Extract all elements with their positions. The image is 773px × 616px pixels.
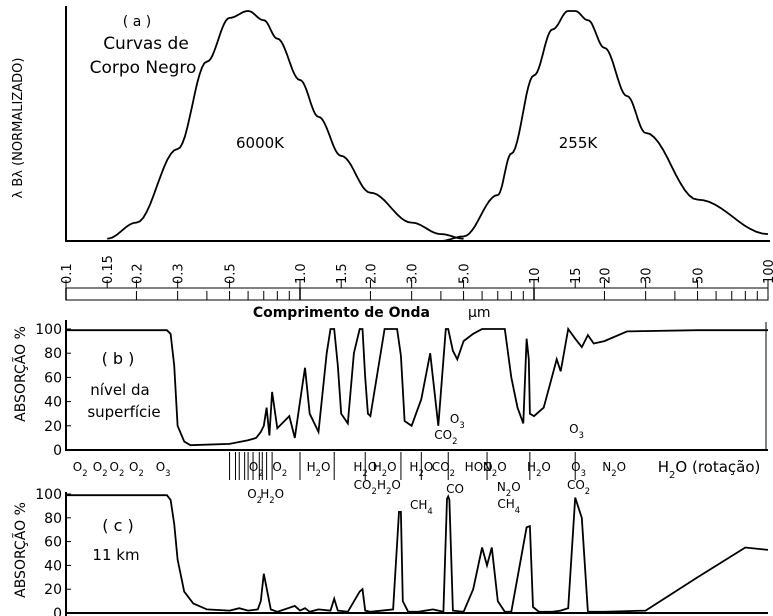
- molecule-label: O2: [247, 487, 262, 505]
- panel-b-note-2: superfície: [87, 403, 160, 421]
- x-tick-label: 5.0: [458, 263, 473, 284]
- panel-b-ylabel: ABSORÇÃO %: [12, 326, 29, 422]
- x-tick-label: 50: [692, 267, 707, 284]
- molecule-label: H2O: [527, 460, 551, 478]
- molecule-label: CH4: [410, 498, 433, 516]
- molecule-label: CO: [446, 482, 464, 496]
- wavelength-tick-labels: 0.1 0.15 0.2 0.3 0.5 1.0 1.5 2.0 3.0 5.0 10 15 20 30 5…: [60, 255, 773, 288]
- y-tick-label: 100: [35, 487, 62, 503]
- x-tick-label: 2.0: [364, 263, 379, 284]
- x-tick-label: 0.5: [224, 263, 239, 284]
- x-tick-label: 0.1: [60, 263, 75, 284]
- x-tick-label: 15: [569, 267, 584, 284]
- x-tick-label: 0.15: [101, 255, 116, 284]
- molecule-label: O2: [249, 460, 264, 478]
- panel-c-y-ticks: 0 20 40 60 80 100: [35, 487, 71, 616]
- scale-bar: [65, 287, 769, 301]
- molecule-label: O2: [109, 460, 124, 478]
- molecule-label: O3: [571, 460, 586, 478]
- molecule-label: CO2: [432, 460, 455, 478]
- absorption-curve-surface: [66, 326, 768, 447]
- x-tick-label: 0.3: [172, 263, 187, 284]
- x-tick-label: 100: [762, 259, 773, 284]
- panel-a: ( a ) Curvas de Corpo Negro λ Bλ (NORMAL…: [11, 6, 770, 242]
- xlabel: Comprimento de Onda: [253, 305, 430, 321]
- x-tick-label: 3.0: [406, 263, 421, 284]
- panel-c-note: 11 km: [92, 546, 139, 564]
- molecule-label: CO2: [567, 478, 590, 496]
- molecule-label: O2: [129, 460, 144, 478]
- molecule-label: O2: [93, 460, 108, 478]
- panel-a-ylabel: λ Bλ (NORMALIZADO): [11, 58, 26, 199]
- panel-c-ylabel: ABSORÇÃO %: [12, 502, 29, 598]
- molecule-label: H2O: [373, 460, 397, 478]
- y-tick-label: 0: [53, 606, 62, 616]
- molecule-label: H2O: [307, 460, 331, 478]
- molecule-labels-top: O2O2O2O2O3O2O2H2OH2OH2OH2OCO2HOON2OH2OO3…: [73, 458, 761, 481]
- x-tick-label: 10: [528, 267, 543, 284]
- molecule-label: O3: [450, 412, 465, 430]
- y-tick-label: 0: [53, 443, 62, 459]
- panel-b-note-1: nível da: [90, 381, 149, 399]
- y-tick-label: 20: [44, 582, 62, 598]
- absorption-curve-11km: [66, 494, 769, 613]
- panel-a-label: ( a ): [123, 14, 151, 30]
- molecule-label: N2O: [483, 460, 507, 478]
- molecule-label: O3: [569, 422, 584, 440]
- molecule-label-h2o-rotation: H2O (rotação): [658, 458, 761, 481]
- panel-a-title-line1: Curvas de: [103, 34, 189, 54]
- y-tick-label: 100: [35, 322, 62, 338]
- panel-b-label: ( b ): [102, 349, 135, 368]
- x-tick-label: 1.0: [294, 263, 309, 284]
- molecule-label: HOO: [465, 460, 493, 474]
- y-tick-label: 60: [44, 535, 62, 551]
- y-tick-label: 40: [44, 558, 62, 574]
- x-tick-label: 30: [640, 267, 655, 284]
- molecule-label: N2O: [497, 480, 521, 498]
- x-tick-label: 0.2: [130, 263, 145, 284]
- y-tick-label: 20: [44, 419, 62, 435]
- molecule-label: CH4: [497, 497, 520, 515]
- xunit: μm: [468, 305, 491, 321]
- x-tick-label: 1.5: [335, 263, 350, 284]
- y-tick-label: 60: [44, 370, 62, 386]
- molecule-label: O3: [156, 460, 171, 478]
- molecule-label: O2: [272, 460, 287, 478]
- panel-c-label: ( c ): [102, 516, 133, 535]
- panel-b-y-ticks: 0 20 40 60 80 100: [35, 322, 71, 459]
- molecule-label: CO2: [354, 478, 377, 496]
- curve-255k: [440, 10, 769, 242]
- panel-a-title-line2: Corpo Negro: [90, 58, 197, 78]
- molecule-label: N2O: [602, 460, 626, 478]
- molecule-lines: [229, 452, 576, 480]
- molecule-label: H2O: [377, 478, 401, 496]
- wavelength-scale: 0.1 0.15 0.2 0.3 0.5 1.0 1.5 2.0 3.0 5.0 10 15 20 30 5…: [60, 255, 773, 321]
- panel-b: ABSORÇÃO % 0 20 40 60 80 100 ( b ) nível da s…: [12, 320, 768, 459]
- curve-6000k: [107, 10, 464, 240]
- molecule-label: CO2: [434, 428, 457, 446]
- y-tick-label: 80: [44, 346, 62, 362]
- y-tick-label: 40: [44, 395, 62, 411]
- molecule-label: H2O: [260, 487, 284, 505]
- scale-ticks: [65, 288, 758, 300]
- molecule-labels: O2O2O2O2O3O2O2H2OH2OH2OH2OCO2HOON2OH2OO3…: [73, 452, 761, 516]
- y-tick-label: 80: [44, 511, 62, 527]
- x-tick-label: 20: [598, 267, 613, 284]
- label-6000k: 6000K: [236, 134, 285, 152]
- molecule-label: O2: [73, 460, 88, 478]
- panel-c: ABSORÇÃO % 0 20 40 60 80 100 ( c ) 11 km: [12, 487, 769, 616]
- label-255k: 255K: [559, 134, 599, 152]
